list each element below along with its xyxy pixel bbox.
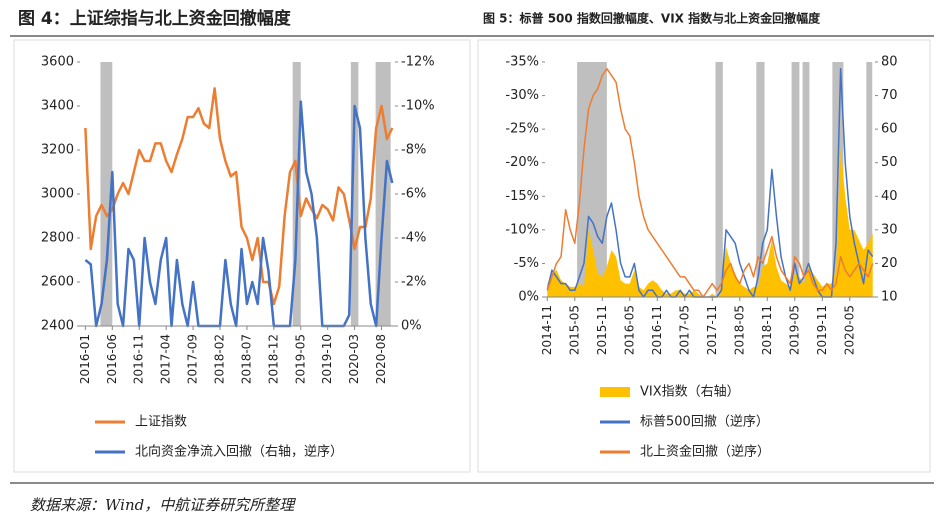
y-tick-label: -15% bbox=[505, 189, 539, 204]
legend-swatch bbox=[600, 387, 630, 397]
x-tick-label: 2016-06 bbox=[105, 334, 119, 384]
y2-tick-label: 80 bbox=[881, 55, 898, 70]
x-tick-label: 2018-02 bbox=[213, 334, 227, 384]
y2-tick-label: -10% bbox=[401, 99, 435, 114]
shaded-period bbox=[791, 62, 800, 297]
shaded-period bbox=[100, 62, 113, 326]
y-tick-label: -35% bbox=[505, 55, 539, 70]
y-tick-label: 2400 bbox=[41, 319, 74, 334]
x-tick-label: 2016-11 bbox=[650, 305, 664, 355]
shaded-period bbox=[756, 62, 765, 297]
y2-tick-label: 50 bbox=[881, 155, 898, 170]
x-tick-label: 2017-04 bbox=[159, 334, 173, 384]
x-tick-label: 2019-05 bbox=[787, 305, 801, 355]
right-frame bbox=[477, 39, 931, 473]
x-tick-label: 2016-05 bbox=[622, 305, 636, 355]
y2-tick-label: -6% bbox=[401, 187, 426, 202]
legend-label: VIX指数（右轴） bbox=[640, 385, 740, 400]
y-tick-label: 3400 bbox=[41, 99, 74, 114]
source-note: 数据来源：Wind，中航证券研究所整理 bbox=[30, 496, 296, 514]
x-tick-label: 2016-01 bbox=[78, 334, 92, 384]
left-frame bbox=[13, 39, 471, 473]
legend-label: 上证指数 bbox=[135, 415, 187, 430]
y-tick-label: 3200 bbox=[41, 143, 74, 158]
legend-label: 北向资金净流入回撤（右轴，逆序） bbox=[135, 444, 343, 460]
shaded-period bbox=[350, 62, 359, 326]
y-tick-label: 3000 bbox=[41, 187, 74, 202]
x-tick-label: 2015-05 bbox=[567, 305, 581, 355]
x-tick-label: 2017-09 bbox=[186, 334, 200, 384]
y-tick-label: 0% bbox=[518, 290, 539, 305]
x-tick-label: 2018-07 bbox=[239, 334, 253, 384]
x-tick-label: 2019-05 bbox=[293, 334, 307, 384]
x-tick-label: 2017-05 bbox=[677, 305, 691, 355]
y-tick-label: 2600 bbox=[41, 275, 74, 290]
y2-tick-label: 40 bbox=[881, 189, 898, 204]
y2-tick-label: 70 bbox=[881, 88, 898, 103]
shaded-period bbox=[866, 62, 873, 297]
x-tick-label: 2020-03 bbox=[347, 334, 361, 384]
legend-label: 北上资金回撤（逆序） bbox=[640, 444, 770, 460]
y2-tick-label: 10 bbox=[881, 290, 898, 305]
y2-tick-label: 60 bbox=[881, 122, 898, 137]
x-tick-label: 2019-11 bbox=[815, 305, 829, 355]
legend-label: 标普500回撤（逆序） bbox=[640, 414, 769, 430]
y-tick-label: 2800 bbox=[41, 231, 74, 246]
y-tick-label: 3600 bbox=[41, 55, 74, 70]
y2-tick-label: -8% bbox=[401, 143, 426, 158]
y2-tick-label: -4% bbox=[401, 231, 426, 246]
y2-tick-label: 20 bbox=[881, 256, 898, 271]
chart-title: 图 4：上证综指与北上资金回撤幅度 bbox=[18, 8, 292, 29]
y-tick-label: -5% bbox=[514, 256, 539, 271]
x-tick-label: 2020-05 bbox=[842, 305, 856, 355]
shaded-period bbox=[715, 62, 723, 297]
y2-tick-label: 0% bbox=[401, 319, 422, 334]
x-tick-label: 2017-11 bbox=[705, 305, 719, 355]
x-tick-label: 2014-11 bbox=[540, 305, 554, 355]
y2-tick-label: -12% bbox=[401, 55, 435, 70]
x-tick-label: 2018-11 bbox=[760, 305, 774, 355]
y-tick-label: -30% bbox=[505, 88, 539, 103]
x-tick-label: 2019-10 bbox=[320, 334, 334, 384]
shaded-period bbox=[802, 62, 810, 297]
line bbox=[84, 87, 394, 306]
x-tick-label: 2018-05 bbox=[732, 305, 746, 355]
x-tick-label: 2016-11 bbox=[132, 334, 146, 384]
x-tick-label: 2020-08 bbox=[374, 334, 388, 384]
y-tick-label: -25% bbox=[505, 122, 539, 137]
y2-tick-label: 30 bbox=[881, 222, 898, 237]
x-tick-label: 2018-12 bbox=[266, 334, 280, 384]
chart-title: 图 5：标普 500 指数回撤幅度、VIX 指数与北上资金回撤幅度 bbox=[483, 11, 821, 26]
area bbox=[547, 145, 873, 297]
y-tick-label: -20% bbox=[505, 155, 539, 170]
line bbox=[546, 67, 874, 298]
y2-tick-label: -2% bbox=[401, 275, 426, 290]
y-tick-label: -10% bbox=[505, 222, 539, 237]
line bbox=[84, 100, 394, 328]
x-tick-label: 2015-11 bbox=[595, 305, 609, 355]
